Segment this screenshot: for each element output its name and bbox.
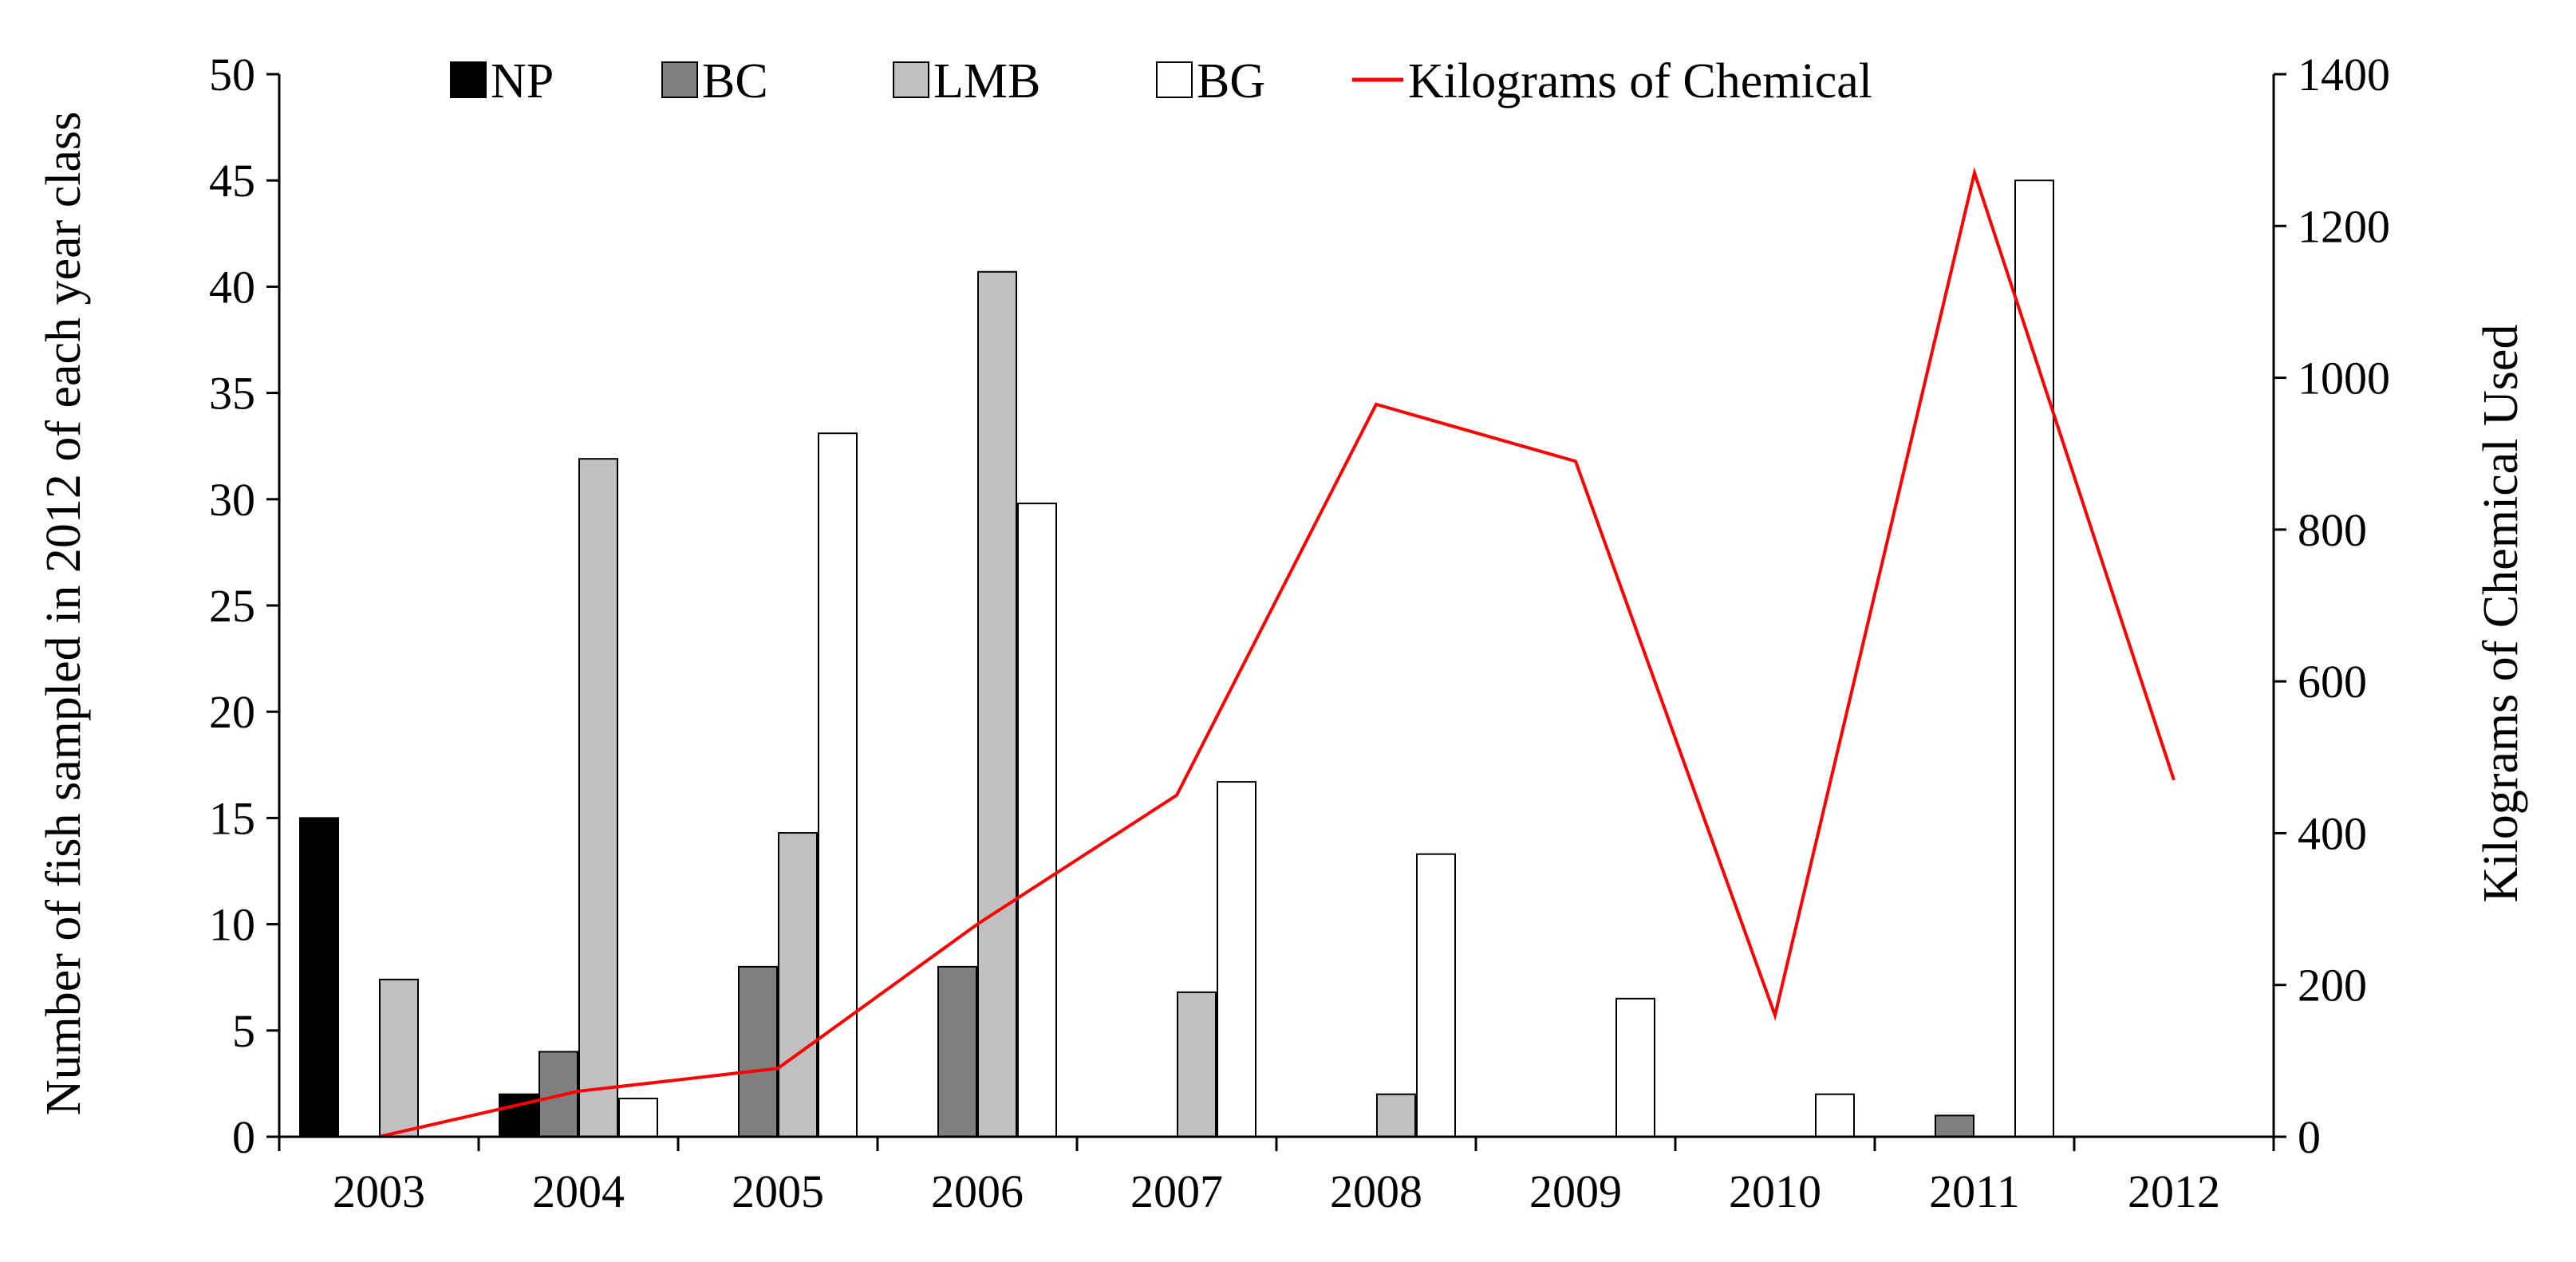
bar-np-2003 (299, 817, 339, 1138)
legend-label: BG (1197, 54, 1265, 108)
y2-tick-label: 1000 (2298, 353, 2390, 404)
bar-bg-2007 (1217, 781, 1256, 1138)
x-tick-label: 2005 (732, 1165, 824, 1217)
bar-series-group (299, 179, 2054, 1138)
y-tick-label: 40 (209, 261, 255, 313)
x-tick-label: 2007 (1130, 1165, 1223, 1217)
bar-lmb-2005 (778, 832, 818, 1138)
legend-swatch (450, 61, 487, 98)
legend-item-np: NP (450, 54, 554, 108)
y-axis-title: Number of fish sampled in 2012 of each y… (37, 112, 91, 1116)
bar-bg-2004 (618, 1098, 658, 1138)
legend-label: LMB (933, 54, 1040, 108)
line-series-group (378, 167, 2176, 1138)
y2-tick-label: 800 (2298, 504, 2367, 556)
y-tick-label: 35 (209, 368, 255, 420)
legend-item-kilograms-of-chemical: Kilograms of Chemical (1352, 54, 1872, 108)
legend-swatch (1156, 61, 1193, 98)
x-tick-label: 2006 (931, 1165, 1024, 1217)
y-tick-label: 50 (209, 49, 255, 101)
y-tick-label: 30 (209, 474, 255, 526)
x-tick-label: 2011 (1929, 1165, 2020, 1217)
bar-bg-2005 (818, 432, 858, 1138)
y-tick-label: 20 (209, 686, 255, 738)
x-tick-label: 2004 (532, 1165, 625, 1217)
y2-tick-label: 1400 (2298, 49, 2390, 101)
y-tick-label: 10 (209, 899, 255, 951)
y2-tick-label: 200 (2298, 960, 2367, 1012)
y-tick-label: 45 (209, 155, 255, 207)
bar-bg-2010 (1815, 1093, 1855, 1138)
bar-series-np (299, 817, 538, 1138)
axes: 0 5 10 15 20 25 30 35 40 45 50 0 200 400 600 800 1000 120… (37, 49, 2528, 1217)
bar-series-lmb (379, 270, 1416, 1138)
x-tick-label: 2010 (1729, 1165, 1821, 1217)
bar-bg-2006 (1017, 503, 1057, 1138)
legend-swatch (893, 61, 929, 98)
x-tick-label: 2012 (2128, 1165, 2220, 1217)
bar-lmb-2007 (1177, 991, 1217, 1138)
y-tick-label: 15 (209, 792, 255, 844)
legend-item-bg: BG (1156, 54, 1265, 108)
y2-axis-title: Kilograms of Chemical Used (2474, 325, 2528, 903)
x-tick-label: 2009 (1529, 1165, 1622, 1217)
bar-bg-2008 (1416, 853, 1456, 1138)
bar-lmb-2008 (1376, 1093, 1416, 1138)
bar-bg-2011 (2014, 179, 2054, 1138)
legend-label: Kilograms of Chemical (1408, 54, 1872, 108)
y2-tick-label: 1200 (2298, 200, 2390, 252)
series-line-kilograms-of-chemical (378, 167, 2176, 1138)
x-tick-label: 2003 (333, 1165, 425, 1217)
legend-label: NP (491, 54, 554, 108)
x-tick-label: 2008 (1330, 1165, 1422, 1217)
bar-bc-2005 (738, 965, 778, 1138)
y-tick-label: 25 (209, 580, 255, 632)
legend: NP BC LMB BG Kilograms of Chemical (450, 54, 1872, 108)
legend-label: BC (702, 54, 768, 108)
y2-tick-label: 0 (2298, 1111, 2321, 1163)
bar-lmb-2006 (977, 270, 1017, 1138)
bar-lmb-2004 (578, 458, 618, 1138)
legend-item-lmb: LMB (893, 54, 1040, 108)
y2-tick-label: 400 (2298, 807, 2367, 859)
bar-lmb-2003 (379, 978, 419, 1138)
y2-tick-label: 600 (2298, 656, 2367, 708)
bar-bc-2011 (1935, 1114, 1974, 1138)
legend-swatch (661, 61, 698, 98)
legend-item-bc: BC (661, 54, 768, 108)
bar-bc-2006 (937, 965, 977, 1138)
y-tick-label: 5 (232, 1005, 255, 1057)
y-tick-label: 0 (232, 1111, 255, 1163)
bar-bg-2009 (1615, 997, 1655, 1138)
bar-series-bg (618, 179, 2054, 1138)
